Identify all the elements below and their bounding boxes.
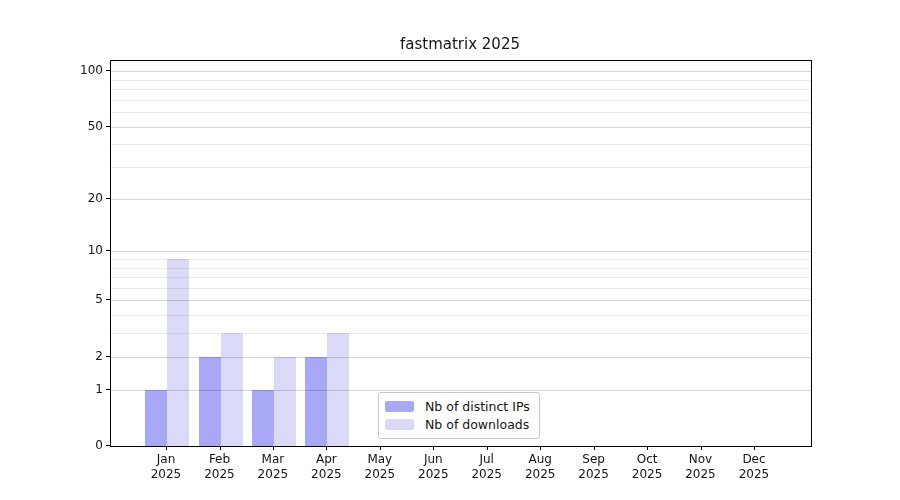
- x-tick-month: Jun: [405, 452, 461, 467]
- y-tick-label: 50: [61, 119, 103, 133]
- y-tick-label: 1: [61, 382, 103, 396]
- x-tick-month: Jan: [138, 452, 194, 467]
- y-tick-label: 2: [61, 349, 103, 363]
- x-tick-year: 2025: [459, 467, 515, 482]
- y-tick-mark: [106, 126, 110, 127]
- minor-gridline: [111, 167, 811, 168]
- minor-gridline: [111, 268, 811, 269]
- x-tick-year: 2025: [512, 467, 568, 482]
- x-tick-label: Apr2025: [298, 452, 354, 482]
- x-tick-month: Dec: [726, 452, 782, 467]
- x-tick-mark: [380, 446, 381, 450]
- x-tick-month: Sep: [566, 452, 622, 467]
- x-tick-month: Oct: [619, 452, 675, 467]
- x-tick-label: Nov2025: [673, 452, 729, 482]
- major-gridline: [111, 300, 811, 301]
- x-tick-year: 2025: [192, 467, 248, 482]
- x-tick-label: Jan2025: [138, 452, 194, 482]
- x-tick-mark: [166, 446, 167, 450]
- y-tick-label: 0: [61, 438, 103, 452]
- major-gridline: [111, 71, 811, 72]
- bar-distinct-ips: [199, 357, 221, 446]
- x-tick-mark: [220, 446, 221, 450]
- x-tick-label: May2025: [352, 452, 408, 482]
- x-tick-mark: [433, 446, 434, 450]
- x-tick-month: Apr: [298, 452, 354, 467]
- y-tick-mark: [106, 250, 110, 251]
- x-tick-mark: [647, 446, 648, 450]
- minor-gridline: [111, 144, 811, 145]
- x-tick-year: 2025: [566, 467, 622, 482]
- chart-title: fastmatrix 2025: [110, 35, 810, 53]
- x-tick-label: Jul2025: [459, 452, 515, 482]
- x-tick-month: Aug: [512, 452, 568, 467]
- x-tick-label: Aug2025: [512, 452, 568, 482]
- y-tick-mark: [106, 389, 110, 390]
- minor-gridline: [111, 259, 811, 260]
- x-tick-year: 2025: [673, 467, 729, 482]
- major-gridline: [111, 251, 811, 252]
- minor-gridline: [111, 100, 811, 101]
- x-tick-year: 2025: [619, 467, 675, 482]
- y-tick-mark: [106, 299, 110, 300]
- minor-gridline: [111, 315, 811, 316]
- bar-downloads: [274, 357, 296, 446]
- x-tick-year: 2025: [298, 467, 354, 482]
- x-tick-label: Jun2025: [405, 452, 461, 482]
- minor-gridline: [111, 80, 811, 81]
- x-tick-mark: [540, 446, 541, 450]
- y-tick-mark: [106, 198, 110, 199]
- legend-swatch: [385, 401, 414, 412]
- x-tick-month: Feb: [192, 452, 248, 467]
- y-tick-mark: [106, 445, 110, 446]
- major-gridline: [111, 390, 811, 391]
- minor-gridline: [111, 288, 811, 289]
- x-tick-mark: [594, 446, 595, 450]
- x-tick-month: Mar: [245, 452, 301, 467]
- minor-gridline: [111, 277, 811, 278]
- x-tick-label: Mar2025: [245, 452, 301, 482]
- legend-label: Nb of distinct IPs: [425, 399, 530, 414]
- x-tick-mark: [701, 446, 702, 450]
- minor-gridline: [111, 112, 811, 113]
- x-tick-year: 2025: [726, 467, 782, 482]
- major-gridline: [111, 357, 811, 358]
- legend-label: Nb of downloads: [425, 417, 529, 432]
- y-tick-mark: [106, 356, 110, 357]
- y-tick-label: 20: [61, 191, 103, 205]
- x-tick-year: 2025: [138, 467, 194, 482]
- x-tick-year: 2025: [352, 467, 408, 482]
- x-tick-mark: [326, 446, 327, 450]
- x-tick-year: 2025: [405, 467, 461, 482]
- minor-gridline: [111, 333, 811, 334]
- x-tick-label: Feb2025: [192, 452, 248, 482]
- legend-swatch: [385, 419, 414, 430]
- legend-row: Nb of distinct IPs: [385, 399, 530, 414]
- x-tick-label: Dec2025: [726, 452, 782, 482]
- x-tick-mark: [754, 446, 755, 450]
- y-tick-label: 10: [61, 243, 103, 257]
- x-tick-month: May: [352, 452, 408, 467]
- legend-row: Nb of downloads: [385, 417, 530, 432]
- legend: Nb of distinct IPs Nb of downloads: [378, 392, 540, 439]
- x-tick-year: 2025: [245, 467, 301, 482]
- y-tick-label: 5: [61, 292, 103, 306]
- x-tick-mark: [273, 446, 274, 450]
- bar-distinct-ips: [145, 390, 167, 446]
- major-gridline: [111, 199, 811, 200]
- x-tick-mark: [487, 446, 488, 450]
- figure: { "title": "fastmatrix 2025", "chart_dat…: [0, 0, 900, 500]
- y-tick-label: 100: [61, 63, 103, 77]
- bar-distinct-ips: [252, 390, 274, 446]
- bar-distinct-ips: [305, 357, 327, 446]
- major-gridline: [111, 127, 811, 128]
- y-tick-mark: [106, 70, 110, 71]
- x-tick-month: Jul: [459, 452, 515, 467]
- x-tick-label: Oct2025: [619, 452, 675, 482]
- plot-area: Nb of distinct IPs Nb of downloads: [110, 60, 812, 447]
- x-tick-label: Sep2025: [566, 452, 622, 482]
- minor-gridline: [111, 89, 811, 90]
- x-tick-month: Nov: [673, 452, 729, 467]
